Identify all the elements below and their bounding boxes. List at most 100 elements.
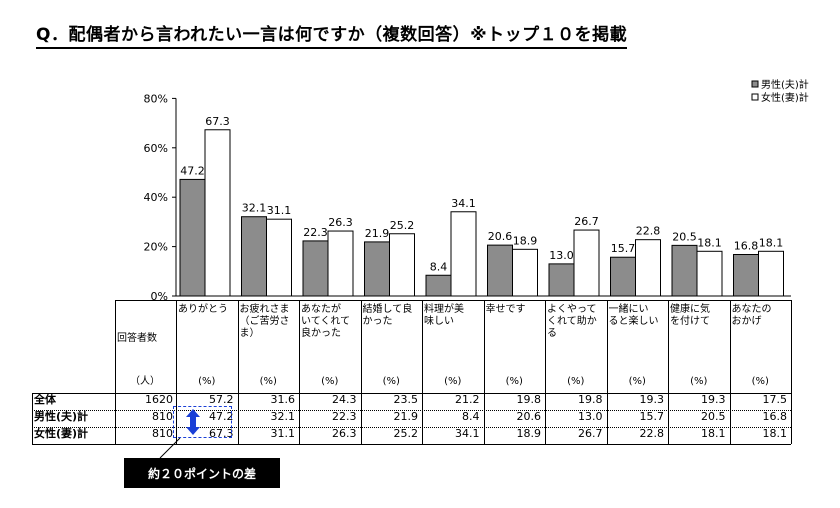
bar [241, 216, 267, 297]
bar [179, 178, 206, 297]
category-header: 健康に気 を付けて [670, 304, 710, 327]
table-value: 16.8 [762, 410, 788, 423]
table-value: 22.3 [332, 410, 357, 423]
table-line [237, 300, 239, 444]
y-tick-label: 20% [144, 241, 168, 254]
double-arrow-icon [186, 409, 200, 435]
percent-unit: (%) [259, 376, 277, 387]
data-label: 21.9 [365, 227, 390, 240]
table-value: 15.7 [639, 410, 665, 423]
table-value: 24.3 [332, 393, 357, 406]
legend-swatch [751, 93, 759, 101]
category-header: ありがとう [178, 304, 228, 315]
data-label: 25.2 [390, 219, 415, 232]
category-header: お疲れさま （ご苦労さ ま） [239, 304, 290, 339]
bar [610, 256, 636, 297]
row-label: 女性(妻)計 [34, 427, 89, 440]
bar [696, 250, 723, 297]
percent-unit: (%) [567, 376, 585, 387]
category-header: 幸せです [485, 304, 526, 315]
table-line [729, 300, 731, 444]
table-line [32, 393, 33, 444]
row-label: 男性(夫)計 [34, 410, 89, 423]
category-header: よくやって くれて助か る [547, 304, 597, 339]
bar-chart: 0% 20% 40% 60% 80% 47.2 67.3 32.1 31.1 22.326.3 2… [144, 78, 809, 303]
y-tick-label: 60% [144, 142, 168, 155]
y-tick-label: 40% [144, 191, 168, 204]
category-header: 一緒にい ると楽しい [608, 304, 659, 327]
table-line [483, 300, 485, 444]
table-line [422, 300, 423, 444]
table-value: 18.9 [516, 427, 542, 440]
legend-label: 男性(夫)計 [761, 78, 809, 91]
legend-label: 女性(妻)計 [761, 91, 809, 104]
table-value: 20.6 [516, 410, 542, 423]
data-label: 20.6 [488, 230, 513, 243]
bar [327, 230, 354, 297]
percent-unit: (%) [198, 376, 216, 387]
bar [204, 129, 231, 297]
bar [512, 248, 538, 297]
data-label: 31.1 [267, 204, 292, 217]
data-label: 32.1 [242, 202, 267, 215]
data-label: 67.3 [205, 115, 230, 128]
table-value: 22.8 [639, 427, 665, 440]
data-label: 47.2 [180, 164, 205, 177]
percent-unit: (%) [751, 376, 769, 387]
table-value: 18.1 [762, 427, 788, 440]
respondent-count: 1620 [145, 393, 173, 406]
table-value: 23.5 [393, 393, 419, 406]
respondent-count: 810 [152, 427, 173, 440]
data-label: 22.8 [636, 225, 661, 238]
table-value: 19.3 [639, 393, 665, 406]
table-value: 31.6 [270, 393, 296, 406]
category-header: あなたの おかげ [731, 304, 772, 327]
table-value: 19.8 [578, 393, 603, 406]
table-value: 34.1 [455, 427, 480, 440]
percent-unit: (%) [690, 376, 708, 387]
table-line [32, 410, 791, 411]
data-label: 15.7 [611, 242, 636, 255]
count-unit: （人） [130, 376, 160, 387]
difference-callout: 約２０ポイントの差 [124, 458, 280, 488]
table-value: 47.2 [209, 410, 234, 423]
table-value: 13.0 [578, 410, 603, 423]
bar [389, 233, 415, 297]
data-label: 26.3 [328, 216, 353, 229]
bar [635, 239, 661, 297]
bar [733, 254, 759, 297]
table-line [176, 300, 177, 444]
table-line [32, 444, 791, 445]
table-line [791, 300, 792, 444]
bar [758, 250, 784, 297]
data-label: 16.8 [734, 240, 759, 253]
row-label: 全体 [34, 393, 56, 406]
table-value: 31.1 [270, 427, 296, 440]
category-header: 結婚して良 かった [362, 304, 413, 327]
data-label: 18.1 [697, 236, 722, 249]
percent-unit: (%) [321, 376, 339, 387]
table-value: 57.2 [209, 393, 234, 406]
bar [364, 241, 390, 297]
bar [548, 263, 575, 297]
table-value: 8.4 [462, 410, 480, 423]
respondents-header: 回答者数 [117, 333, 157, 344]
table-line [299, 300, 300, 444]
data-label: 34.1 [451, 197, 476, 210]
table-line [360, 300, 362, 444]
table-value: 19.3 [701, 393, 726, 406]
percent-unit: (%) [628, 376, 646, 387]
table-value: 17.5 [762, 393, 788, 406]
chart-bars: 47.2 67.3 32.1 31.1 22.326.3 21.925.2 8.4 34.1 2… [179, 115, 784, 297]
table-line [115, 300, 116, 444]
table-line [115, 300, 791, 301]
table-line [545, 300, 546, 444]
table-line [606, 300, 608, 444]
table-value: 67.3 [209, 427, 234, 440]
data-label: 22.3 [303, 226, 328, 239]
category-header: 料理が美 味しい [424, 304, 464, 327]
percent-unit: (%) [382, 376, 400, 387]
table-value: 26.3 [332, 427, 357, 440]
table-value: 19.8 [516, 393, 542, 406]
table-line [32, 427, 791, 428]
